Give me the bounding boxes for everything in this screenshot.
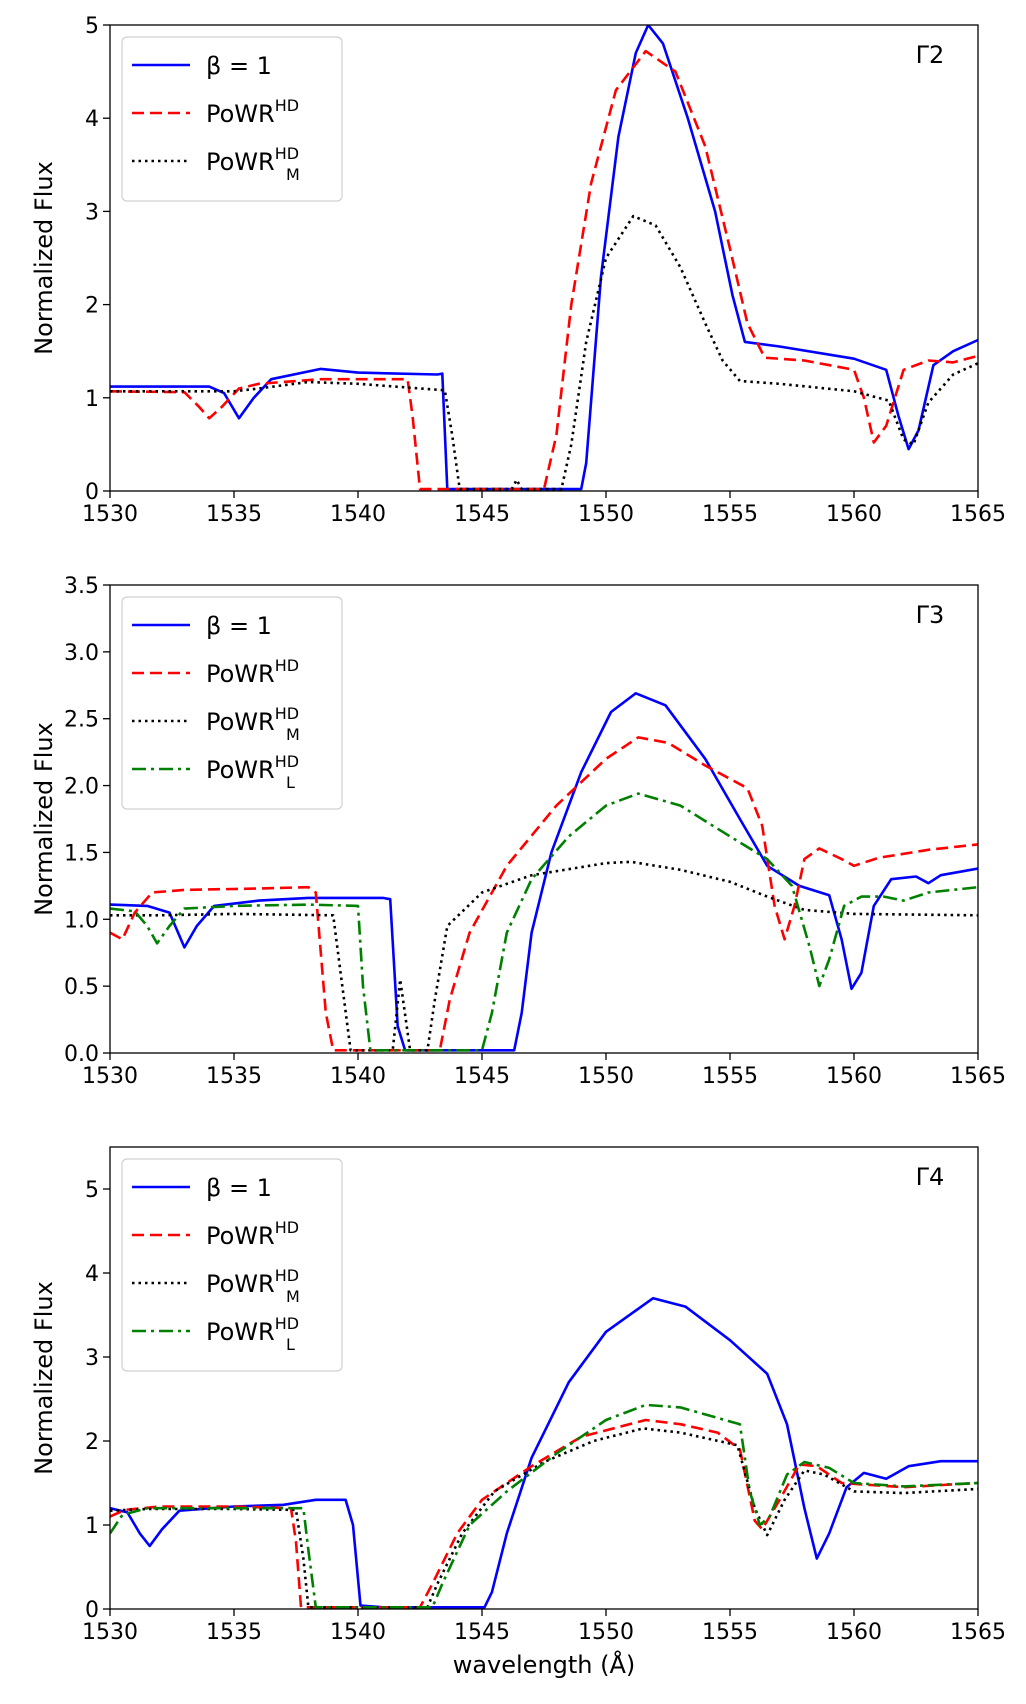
x-tick-label: 1560 bbox=[826, 502, 882, 527]
legend-label: PoWRHD bbox=[206, 96, 299, 128]
series-line-3 bbox=[110, 214, 978, 491]
y-tick-label: 1.5 bbox=[64, 841, 99, 866]
series-line-4 bbox=[110, 792, 978, 1052]
x-tick-label: 1555 bbox=[702, 502, 758, 527]
y-tick-label: 0 bbox=[85, 480, 99, 505]
y-tick-label: 4 bbox=[85, 1262, 99, 1287]
series-line-2 bbox=[110, 736, 978, 1052]
series-line-1 bbox=[110, 25, 978, 491]
x-tick-label: 1565 bbox=[950, 1064, 1006, 1089]
chart-panel-3: 1530 1535 1540 1545 1550 1555 1560 1565 0 1 2 3 4 5 No… bbox=[30, 1146, 1006, 1679]
y-tick-label: 1 bbox=[85, 1514, 99, 1539]
legend-box bbox=[121, 596, 343, 810]
plot-frame bbox=[109, 1146, 979, 1610]
x-axis-label: wavelength (Å) bbox=[453, 1650, 636, 1679]
legend-label: PoWRHD L bbox=[206, 1314, 299, 1354]
legend-label: PoWRHD L bbox=[206, 752, 299, 792]
x-tick-label: 1550 bbox=[578, 1620, 634, 1645]
panel-label: Γ2 bbox=[916, 41, 945, 69]
x-tick-label: 1560 bbox=[826, 1064, 882, 1089]
y-tick-label: 1 bbox=[85, 387, 99, 412]
x-tick-label: 1530 bbox=[82, 502, 138, 527]
y-tick-label: 2.0 bbox=[64, 775, 99, 800]
legend-label: β = 1 bbox=[206, 612, 272, 640]
x-tick-label: 1535 bbox=[206, 1064, 262, 1089]
x-tick-label: 1560 bbox=[826, 1620, 882, 1645]
x-tick-label: 1535 bbox=[206, 502, 262, 527]
y-tick-label: 3.5 bbox=[64, 574, 99, 599]
y-tick-label: 4 bbox=[85, 107, 99, 132]
series-line-3 bbox=[110, 860, 978, 1052]
series-line-1 bbox=[110, 692, 978, 1052]
y-tick-label: 3.0 bbox=[64, 641, 99, 666]
legend: β = 1 PoWRHD PoWRHD M PoWRHD L bbox=[121, 596, 343, 810]
x-tick-label: 1530 bbox=[82, 1064, 138, 1089]
legend-box bbox=[121, 36, 343, 202]
x-tick-label: 1545 bbox=[454, 502, 510, 527]
y-tick-label: 2.5 bbox=[64, 708, 99, 733]
chart-panel-2: 1530 1535 1540 1545 1550 1555 1560 1565 0.0 0.5 1.… bbox=[30, 574, 1006, 1089]
legend-label: PoWRHD bbox=[206, 656, 299, 688]
y-tick-label: 3 bbox=[85, 200, 99, 225]
x-tick-label: 1545 bbox=[454, 1620, 510, 1645]
legend-label: PoWRHD M bbox=[206, 144, 300, 184]
x-tick-label: 1555 bbox=[702, 1064, 758, 1089]
y-axis-label: Normalized Flux bbox=[30, 1281, 58, 1475]
x-tick-label: 1565 bbox=[950, 1620, 1006, 1645]
plot-frame bbox=[109, 584, 979, 1054]
y-tick-label: 5 bbox=[85, 1178, 99, 1203]
y-tick-label: 3 bbox=[85, 1346, 99, 1371]
x-tick-label: 1535 bbox=[206, 1620, 262, 1645]
panel-label: Γ3 bbox=[916, 601, 945, 629]
y-tick-label: 0.0 bbox=[64, 1042, 99, 1067]
legend: β = 1 PoWRHD PoWRHD M PoWRHD L bbox=[121, 1158, 343, 1372]
legend-label: β = 1 bbox=[206, 1174, 272, 1202]
chart-panel-1: 1530 1535 1540 1545 1550 1555 1560 1565 0 1 2 3 4 5 No… bbox=[30, 14, 1006, 527]
y-tick-label: 0 bbox=[85, 1598, 99, 1623]
x-tick-label: 1530 bbox=[82, 1620, 138, 1645]
plot-frame bbox=[109, 24, 979, 492]
legend-label: PoWRHD M bbox=[206, 704, 300, 744]
x-tick-label: 1540 bbox=[330, 1064, 386, 1089]
legend-label: PoWRHD M bbox=[206, 1266, 300, 1306]
series-line-2 bbox=[110, 1418, 978, 1609]
panel-label: Γ4 bbox=[916, 1163, 945, 1191]
legend-label: β = 1 bbox=[206, 52, 272, 80]
y-axis-label: Normalized Flux bbox=[30, 161, 58, 355]
legend: β = 1 PoWRHD PoWRHD M bbox=[121, 36, 343, 202]
x-tick-label: 1540 bbox=[330, 1620, 386, 1645]
y-tick-label: 2 bbox=[85, 294, 99, 319]
y-axis-label: Normalized Flux bbox=[30, 722, 58, 916]
x-tick-label: 1550 bbox=[578, 502, 634, 527]
x-tick-label: 1565 bbox=[950, 502, 1006, 527]
x-tick-label: 1555 bbox=[702, 1620, 758, 1645]
y-tick-label: 5 bbox=[85, 14, 99, 39]
y-tick-label: 2 bbox=[85, 1430, 99, 1455]
legend-label: PoWRHD bbox=[206, 1218, 299, 1250]
x-tick-label: 1545 bbox=[454, 1064, 510, 1089]
x-tick-label: 1540 bbox=[330, 502, 386, 527]
series-line-4 bbox=[110, 1403, 978, 1609]
y-tick-label: 0.5 bbox=[64, 975, 99, 1000]
series-line-1 bbox=[110, 1296, 978, 1609]
y-tick-label: 1.0 bbox=[64, 908, 99, 933]
legend-box bbox=[121, 1158, 343, 1372]
series-line-3 bbox=[110, 1427, 978, 1609]
x-tick-label: 1550 bbox=[578, 1064, 634, 1089]
series-line-2 bbox=[110, 49, 978, 491]
